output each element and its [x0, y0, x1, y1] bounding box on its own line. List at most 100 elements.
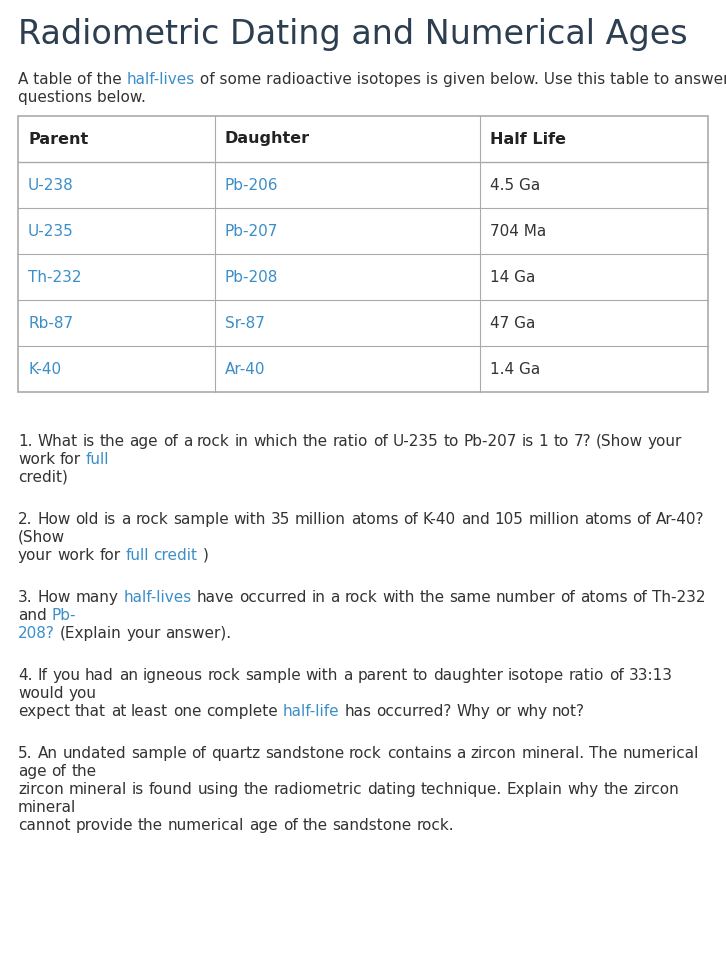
Text: zircon: zircon	[634, 782, 680, 797]
Text: 35: 35	[271, 512, 290, 527]
Text: not?: not?	[552, 704, 585, 719]
Text: work: work	[18, 452, 55, 467]
Text: your: your	[18, 548, 52, 563]
Text: Half Life: Half Life	[490, 132, 566, 147]
Text: Th-232: Th-232	[28, 270, 81, 284]
Text: numerical: numerical	[623, 746, 699, 761]
Text: same: same	[449, 590, 491, 605]
Text: with: with	[306, 668, 338, 683]
Text: to: to	[553, 434, 568, 449]
Text: half-lives: half-lives	[126, 72, 195, 87]
Text: cannot: cannot	[18, 818, 70, 833]
Text: occurred: occurred	[239, 590, 306, 605]
Text: would: would	[18, 686, 63, 701]
Text: 105: 105	[494, 512, 523, 527]
Text: Rb-87: Rb-87	[28, 316, 73, 330]
Text: K-40: K-40	[28, 362, 61, 376]
Text: 14 Ga: 14 Ga	[490, 270, 536, 284]
Text: technique.: technique.	[421, 782, 502, 797]
Text: the: the	[138, 818, 163, 833]
Text: rock: rock	[349, 746, 382, 761]
Text: 47 Ga: 47 Ga	[490, 316, 536, 330]
Text: to: to	[443, 434, 459, 449]
Text: number: number	[496, 590, 555, 605]
Text: one: one	[173, 704, 202, 719]
Text: mineral.: mineral.	[521, 746, 584, 761]
Text: age: age	[18, 764, 46, 779]
Text: a: a	[121, 512, 131, 527]
Text: atoms: atoms	[584, 512, 632, 527]
Text: credit: credit	[154, 548, 197, 563]
Text: quartz: quartz	[211, 746, 260, 761]
Text: 3.: 3.	[18, 590, 33, 605]
Text: using: using	[197, 782, 239, 797]
Bar	[18, 116, 708, 392]
Text: age: age	[129, 434, 158, 449]
Text: in: in	[311, 590, 325, 605]
Text: the: the	[303, 434, 327, 449]
Text: found: found	[149, 782, 192, 797]
Text: ratio: ratio	[333, 434, 368, 449]
Text: the: the	[603, 782, 629, 797]
Text: Sr-87: Sr-87	[224, 316, 264, 330]
Text: 208?: 208?	[18, 626, 55, 641]
Text: rock: rock	[208, 668, 240, 683]
Text: daughter: daughter	[433, 668, 502, 683]
Text: and: and	[18, 608, 46, 623]
Text: isotope: isotope	[507, 668, 564, 683]
Text: you: you	[68, 686, 97, 701]
Text: many: many	[76, 590, 118, 605]
Text: Pb-207: Pb-207	[463, 434, 517, 449]
Text: An: An	[37, 746, 57, 761]
Text: of: of	[282, 818, 298, 833]
Text: for: for	[60, 452, 81, 467]
Text: Pb-206: Pb-206	[224, 178, 278, 193]
Text: questions below.: questions below.	[18, 90, 146, 105]
Text: (Show: (Show	[596, 434, 643, 449]
Text: 33:13: 33:13	[629, 668, 672, 683]
Text: What: What	[37, 434, 78, 449]
Text: your: your	[648, 434, 682, 449]
Text: of: of	[52, 764, 66, 779]
Text: If: If	[37, 668, 47, 683]
Text: 704 Ma: 704 Ma	[490, 224, 547, 238]
Text: numerical: numerical	[168, 818, 244, 833]
Text: at: at	[111, 704, 126, 719]
Text: with: with	[234, 512, 266, 527]
Text: Ar-40: Ar-40	[224, 362, 265, 376]
Text: of: of	[560, 590, 575, 605]
Text: sample: sample	[173, 512, 229, 527]
Text: with: with	[382, 590, 415, 605]
Text: sandstone: sandstone	[265, 746, 344, 761]
Text: U-235: U-235	[393, 434, 439, 449]
Text: rock: rock	[344, 590, 377, 605]
Text: (Show: (Show	[18, 530, 65, 545]
Text: contains: contains	[387, 746, 452, 761]
Text: mineral: mineral	[69, 782, 127, 797]
Text: sample: sample	[131, 746, 187, 761]
Text: your: your	[126, 626, 160, 641]
Text: Pb-208: Pb-208	[224, 270, 278, 284]
Text: and: and	[461, 512, 489, 527]
Text: rock: rock	[197, 434, 229, 449]
Text: credit): credit)	[18, 470, 68, 485]
Text: sample: sample	[245, 668, 301, 683]
Text: least: least	[131, 704, 168, 719]
Text: to: to	[412, 668, 428, 683]
Text: in: in	[234, 434, 248, 449]
Text: of: of	[163, 434, 178, 449]
Text: is: is	[82, 434, 94, 449]
Text: age: age	[249, 818, 278, 833]
Text: 1.4 Ga: 1.4 Ga	[490, 362, 541, 376]
Text: why: why	[568, 782, 599, 797]
Text: Pb-: Pb-	[52, 608, 76, 623]
Text: a: a	[183, 434, 192, 449]
Text: dating: dating	[367, 782, 416, 797]
Text: Daughter: Daughter	[224, 132, 310, 147]
Text: How: How	[37, 512, 70, 527]
Text: parent: parent	[357, 668, 407, 683]
Text: a: a	[330, 590, 339, 605]
Text: half-lives: half-lives	[123, 590, 192, 605]
Text: old: old	[76, 512, 99, 527]
Text: 4.: 4.	[18, 668, 33, 683]
